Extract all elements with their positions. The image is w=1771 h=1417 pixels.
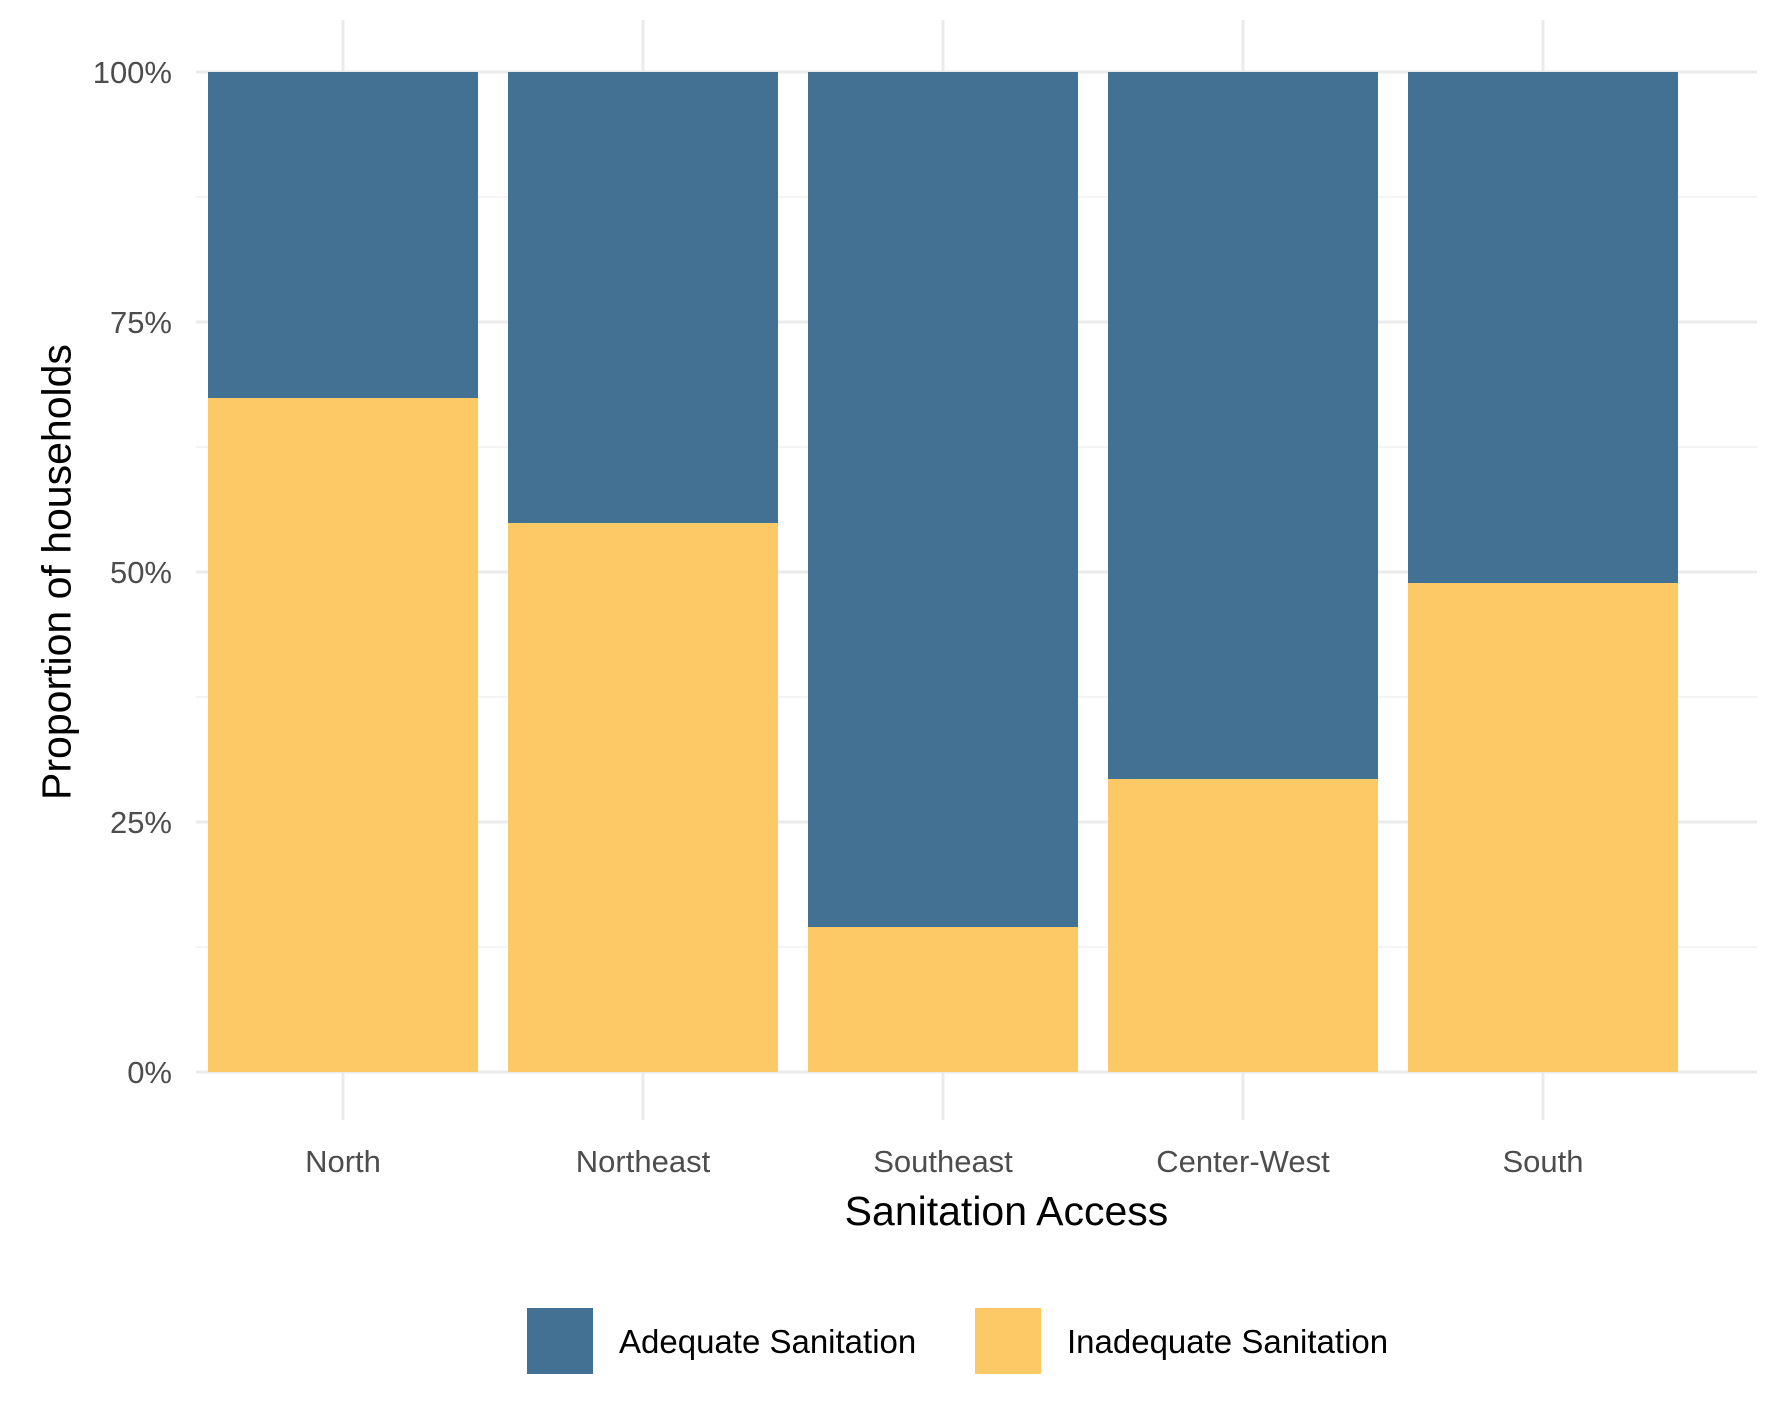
y-tick-label: 25% [110,805,172,840]
y-tick-label: 0% [127,1055,172,1090]
bars [208,72,1678,1072]
bar-adequate-sanitation-northeast [508,72,778,523]
x-tick-label: North [305,1144,381,1179]
legend-label-adequate-sanitation: Adequate Sanitation [619,1323,916,1360]
bar-inadequate-sanitation-southeast [808,927,1078,1072]
y-tick-label: 50% [110,555,172,590]
y-tick-label: 75% [110,305,172,340]
y-axis-ticks: 0% 25% 50% 75% 100% [93,55,172,1090]
y-tick-label: 100% [93,55,172,90]
bar-inadequate-sanitation-north [208,398,478,1072]
bar-adequate-sanitation-center-west [1108,72,1378,779]
x-axis-ticks: North Northeast Southeast Center-West South [305,1144,1583,1179]
legend-label-inadequate-sanitation: Inadequate Sanitation [1067,1323,1388,1360]
y-axis-title: Proportion of households [33,344,79,800]
legend-key-adequate-sanitation [527,1308,593,1374]
x-axis-title: Sanitation Access [845,1188,1169,1234]
x-tick-label: Southeast [873,1144,1013,1179]
legend-key-inadequate-sanitation [975,1308,1041,1374]
bar-inadequate-sanitation-northeast [508,523,778,1072]
x-tick-label: South [1502,1144,1583,1179]
bar-adequate-sanitation-southeast [808,72,1078,927]
bar-inadequate-sanitation-south [1408,583,1678,1072]
x-tick-label: Center-West [1156,1144,1330,1179]
legend: Adequate Sanitation Inadequate Sanitation [527,1308,1388,1374]
bar-adequate-sanitation-north [208,72,478,398]
bar-adequate-sanitation-south [1408,72,1678,583]
x-tick-label: Northeast [576,1144,711,1179]
bar-inadequate-sanitation-center-west [1108,779,1378,1072]
